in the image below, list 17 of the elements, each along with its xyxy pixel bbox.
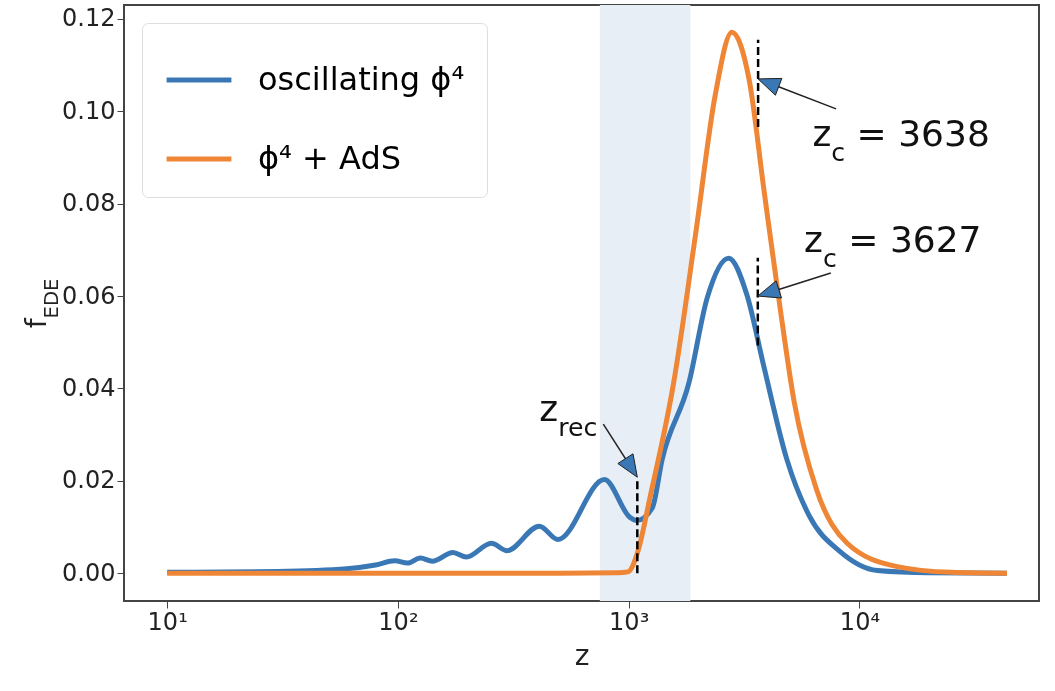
y-tick-label: 0.10 (62, 96, 116, 125)
annotation: z$_{c}$ = 3638 (812, 112, 990, 167)
y-tick-label: 0.08 (62, 189, 116, 218)
y-tick-label: 0.04 (62, 373, 116, 402)
annotation: z$_{c}$ = 3627 (804, 219, 982, 273)
y-tick-label: 0.00 (62, 558, 116, 587)
annotation: z$_{rec}$ (539, 388, 598, 442)
y-tick-label: 0.06 (62, 281, 116, 310)
y-tick-label: 0.02 (62, 466, 116, 495)
x-tick-label: 10⁴ (839, 607, 881, 636)
y-tick-label: 0.12 (62, 4, 116, 33)
x-tick-label: 10¹ (147, 607, 188, 636)
legend-label: ϕ⁴ + AdS (258, 139, 402, 177)
x-tick-label: 10² (378, 607, 419, 636)
x-axis-title: z (574, 638, 590, 672)
x-tick-label: 10³ (609, 607, 650, 636)
legend-label: oscillating ϕ⁴ (258, 60, 465, 98)
